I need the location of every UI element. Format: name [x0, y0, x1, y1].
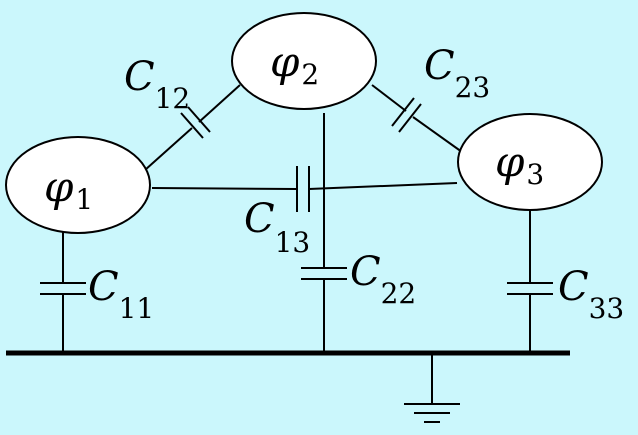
c23-branch [371, 84, 463, 153]
conductor-phi3-label: φ3 [495, 137, 544, 191]
c13-branch [151, 166, 458, 212]
conductor-phi2: φ2 [231, 12, 377, 110]
c12-label: C12 [124, 54, 190, 115]
conductor-phi2-label: φ2 [270, 37, 319, 91]
c11-branch [40, 232, 86, 353]
c12-branch [144, 84, 241, 171]
c23-label: C23 [424, 43, 490, 104]
conductor-phi1-ellipse [5, 136, 151, 234]
c33-branch [507, 209, 553, 353]
c13-label: C13 [244, 196, 310, 259]
conductor-phi1: φ1 [5, 136, 151, 234]
c11-label: C11 [88, 264, 154, 325]
conductor-phi2-ellipse [231, 12, 377, 110]
conductor-phi3-ellipse [457, 113, 603, 211]
c22-branch [301, 113, 347, 353]
c33-label: C33 [558, 264, 624, 325]
ground-symbol [404, 403, 460, 423]
c22-label: C22 [350, 249, 416, 310]
conductor-phi1-label: φ1 [44, 162, 93, 216]
conductor-phi3: φ3 [457, 113, 603, 211]
